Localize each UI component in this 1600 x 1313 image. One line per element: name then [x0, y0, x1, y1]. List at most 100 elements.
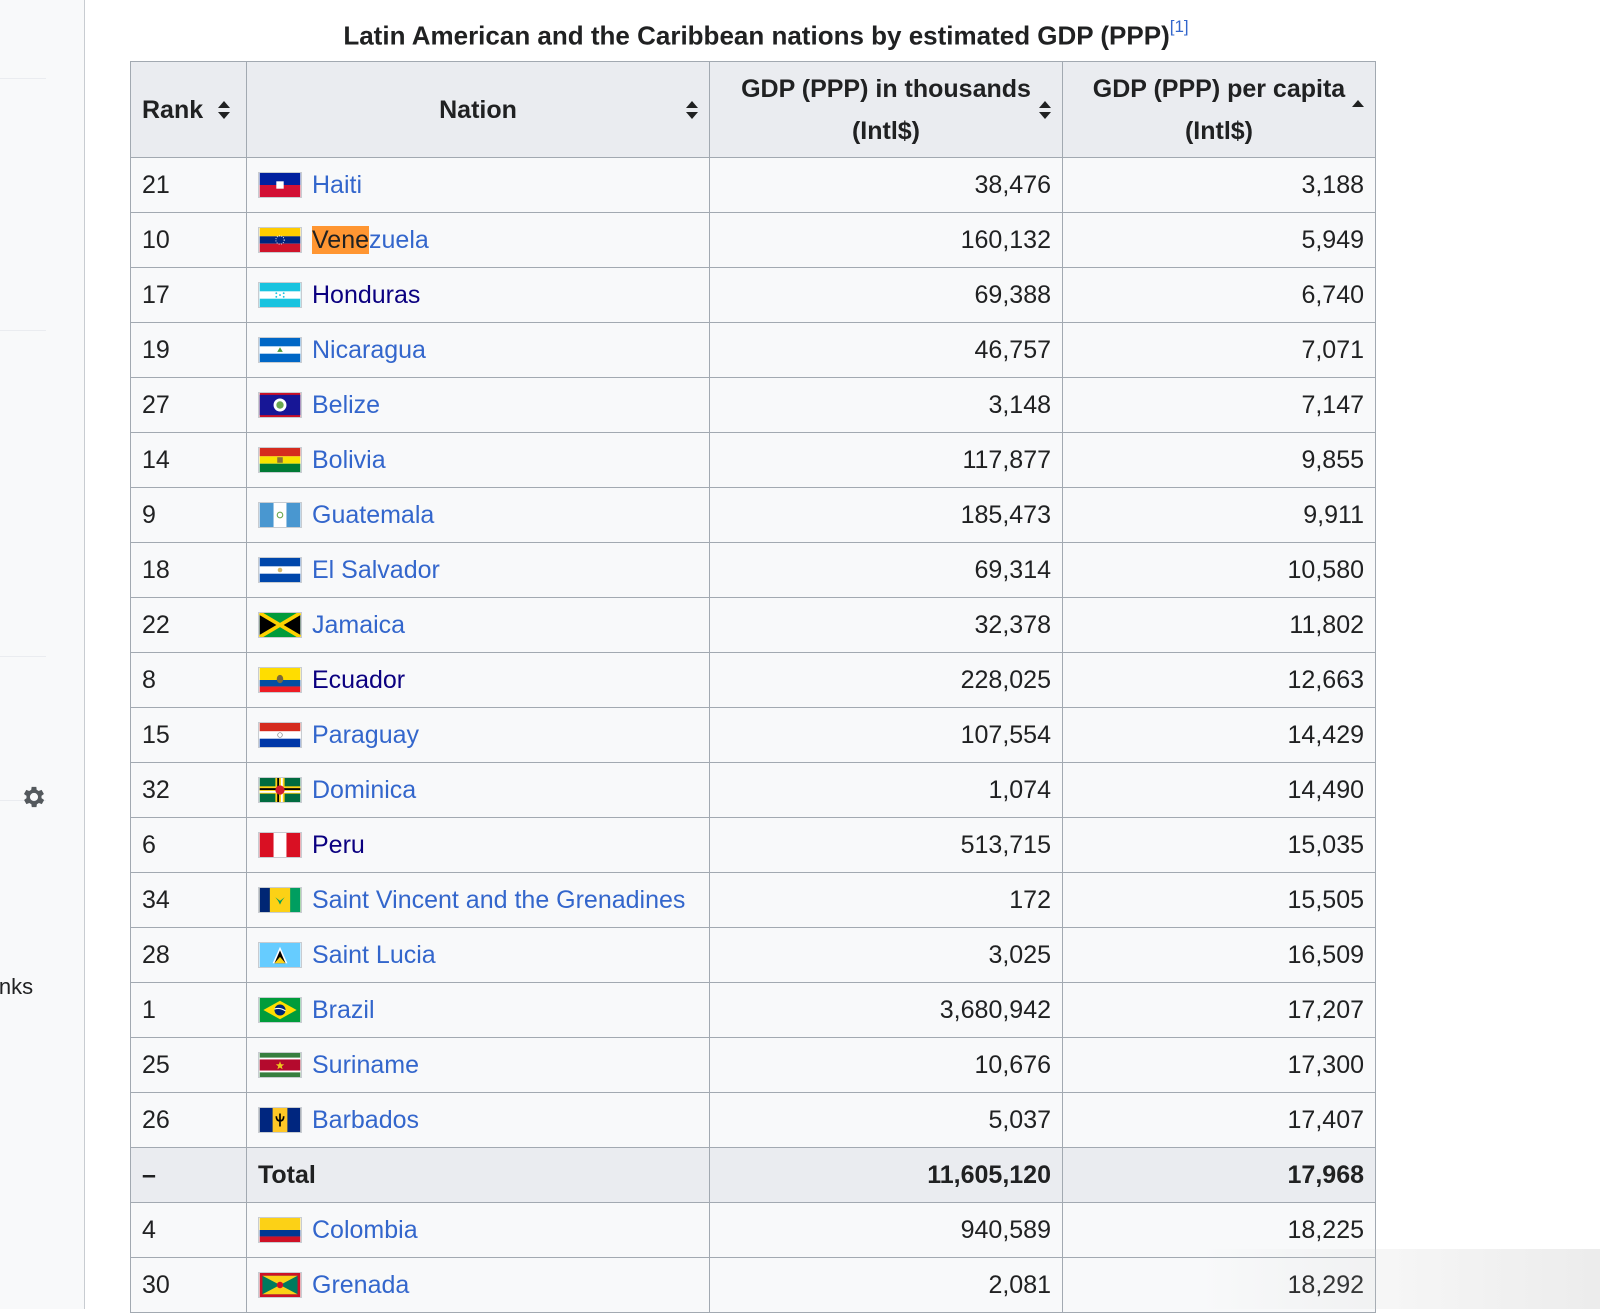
- brazil-flag-icon[interactable]: [258, 997, 302, 1023]
- header-row: Rank Nation GDP (PPP) in thousands (Intl…: [130, 61, 1376, 158]
- nation-cell: Brazil: [246, 982, 710, 1038]
- table-row: 28 Saint Lucia 3,025 16,509: [130, 927, 1376, 983]
- nation-link[interactable]: El Salvador: [312, 555, 440, 584]
- gdp-cell: 228,025: [709, 652, 1063, 708]
- per-capita-cell: 11,802: [1062, 597, 1376, 653]
- gear-icon[interactable]: [20, 783, 48, 811]
- sidebar-divider: [0, 78, 46, 79]
- peru-flag-icon[interactable]: [258, 832, 302, 858]
- nicaragua-flag-icon[interactable]: [258, 337, 302, 363]
- sort-both-icon[interactable]: [685, 100, 699, 120]
- rank-cell: 25: [130, 1037, 247, 1093]
- guatemala-flag-icon[interactable]: [258, 502, 302, 528]
- saint-lucia-flag-icon[interactable]: [258, 942, 302, 968]
- sort-both-icon[interactable]: [1038, 100, 1052, 120]
- barbados-flag-icon[interactable]: [258, 1107, 302, 1133]
- total-label: Total: [258, 1160, 316, 1189]
- gdp-cell: 10,676: [709, 1037, 1063, 1093]
- per-capita-cell: 17,407: [1062, 1092, 1376, 1148]
- total-row: – Total 11,605,120 17,968: [130, 1147, 1376, 1203]
- per-capita-cell: 15,035: [1062, 817, 1376, 873]
- nation-link[interactable]: Barbados: [312, 1105, 420, 1134]
- colombia-flag-icon[interactable]: [258, 1217, 302, 1243]
- dominica-flag-icon[interactable]: [258, 777, 302, 803]
- nation-cell: Peru: [246, 817, 710, 873]
- sort-ascending-icon[interactable]: [1351, 95, 1365, 115]
- per-capita-cell: 14,490: [1062, 762, 1376, 818]
- rank-cell: –: [130, 1147, 247, 1203]
- nation-link[interactable]: Venezuela: [312, 225, 429, 254]
- paraguay-flag-icon[interactable]: [258, 722, 302, 748]
- nation-link[interactable]: Saint Vincent and the Grenadines: [312, 885, 686, 914]
- nation-link[interactable]: Brazil: [312, 995, 375, 1024]
- per-capita-column-header[interactable]: GDP (PPP) per capita (Intl$): [1062, 61, 1376, 158]
- nation-link[interactable]: Jamaica: [312, 610, 406, 639]
- rank-cell: 8: [130, 652, 247, 708]
- nation-column-header[interactable]: Nation: [246, 61, 710, 158]
- gdp-cell: 38,476: [709, 157, 1063, 213]
- nation-link[interactable]: Guatemala: [312, 500, 435, 529]
- nation-cell: Colombia: [246, 1202, 710, 1258]
- search-match-highlight: Vene: [312, 225, 370, 254]
- gdp-cell: 513,715: [709, 817, 1063, 873]
- nation-cell: El Salvador: [246, 542, 710, 598]
- per-capita-cell: 12,663: [1062, 652, 1376, 708]
- nation-cell: Suriname: [246, 1037, 710, 1093]
- nation-link[interactable]: Dominica: [312, 775, 417, 804]
- per-capita-cell: 18,292: [1062, 1257, 1376, 1313]
- nation-link[interactable]: Suriname: [312, 1050, 419, 1079]
- citation-link[interactable]: [1]: [1169, 17, 1189, 36]
- nation-link[interactable]: Bolivia: [312, 445, 386, 474]
- honduras-flag-icon[interactable]: [258, 282, 302, 308]
- nation-link[interactable]: Honduras: [312, 280, 421, 309]
- table-row: 9 Guatemala 185,473 9,911: [130, 487, 1376, 543]
- rank-cell: 17: [130, 267, 247, 323]
- rank-cell: 6: [130, 817, 247, 873]
- nation-link[interactable]: Ecuador: [312, 665, 406, 694]
- jamaica-flag-icon[interactable]: [258, 612, 302, 638]
- nation-link[interactable]: Peru: [312, 830, 365, 859]
- rank-cell: 27: [130, 377, 247, 433]
- nation-link[interactable]: Nicaragua: [312, 335, 426, 364]
- per-capita-cell: 5,949: [1062, 212, 1376, 268]
- nation-cell: Barbados: [246, 1092, 710, 1148]
- nation-cell: Paraguay: [246, 707, 710, 763]
- per-capita-cell: 14,429: [1062, 707, 1376, 763]
- table-row: 22 Jamaica 32,378 11,802: [130, 597, 1376, 653]
- gdp-column-header[interactable]: GDP (PPP) in thousands (Intl$): [709, 61, 1063, 158]
- gdp-cell: 5,037: [709, 1092, 1063, 1148]
- nation-cell: Nicaragua: [246, 322, 710, 378]
- venezuela-flag-icon[interactable]: [258, 227, 302, 253]
- nation-link[interactable]: Haiti: [312, 170, 363, 199]
- rank-cell: 34: [130, 872, 247, 928]
- rank-cell: 18: [130, 542, 247, 598]
- grenada-flag-icon[interactable]: [258, 1272, 302, 1298]
- saint-vincent-flag-icon[interactable]: [258, 887, 302, 913]
- per-capita-cell: 6,740: [1062, 267, 1376, 323]
- nation-cell: Honduras: [246, 267, 710, 323]
- scroll-shadow: [1200, 1249, 1600, 1309]
- el-salvador-flag-icon[interactable]: [258, 557, 302, 583]
- belize-flag-icon[interactable]: [258, 392, 302, 418]
- gdp-cell: 1,074: [709, 762, 1063, 818]
- table-row: 21 Haiti 38,476 3,188: [130, 157, 1376, 213]
- sidebar-links-label[interactable]: inks: [0, 974, 34, 999]
- bolivia-flag-icon[interactable]: [258, 447, 302, 473]
- haiti-flag-icon[interactable]: [258, 172, 302, 198]
- nation-link[interactable]: Colombia: [312, 1215, 418, 1244]
- nation-cell: Bolivia: [246, 432, 710, 488]
- nation-header-label: Nation: [439, 95, 517, 124]
- suriname-flag-icon[interactable]: [258, 1052, 302, 1078]
- rank-cell: 19: [130, 322, 247, 378]
- nation-link[interactable]: Grenada: [312, 1270, 410, 1299]
- sidebar-divider: [0, 656, 46, 657]
- ecuador-flag-icon[interactable]: [258, 667, 302, 693]
- rank-column-header[interactable]: Rank: [130, 61, 247, 158]
- sidebar-divider: [0, 330, 46, 331]
- nation-cell: Grenada: [246, 1257, 710, 1313]
- nation-link[interactable]: Saint Lucia: [312, 940, 436, 969]
- nation-link[interactable]: Paraguay: [312, 720, 420, 749]
- per-capita-cell: 10,580: [1062, 542, 1376, 598]
- nation-link[interactable]: Belize: [312, 390, 381, 419]
- sort-both-icon[interactable]: [217, 100, 231, 120]
